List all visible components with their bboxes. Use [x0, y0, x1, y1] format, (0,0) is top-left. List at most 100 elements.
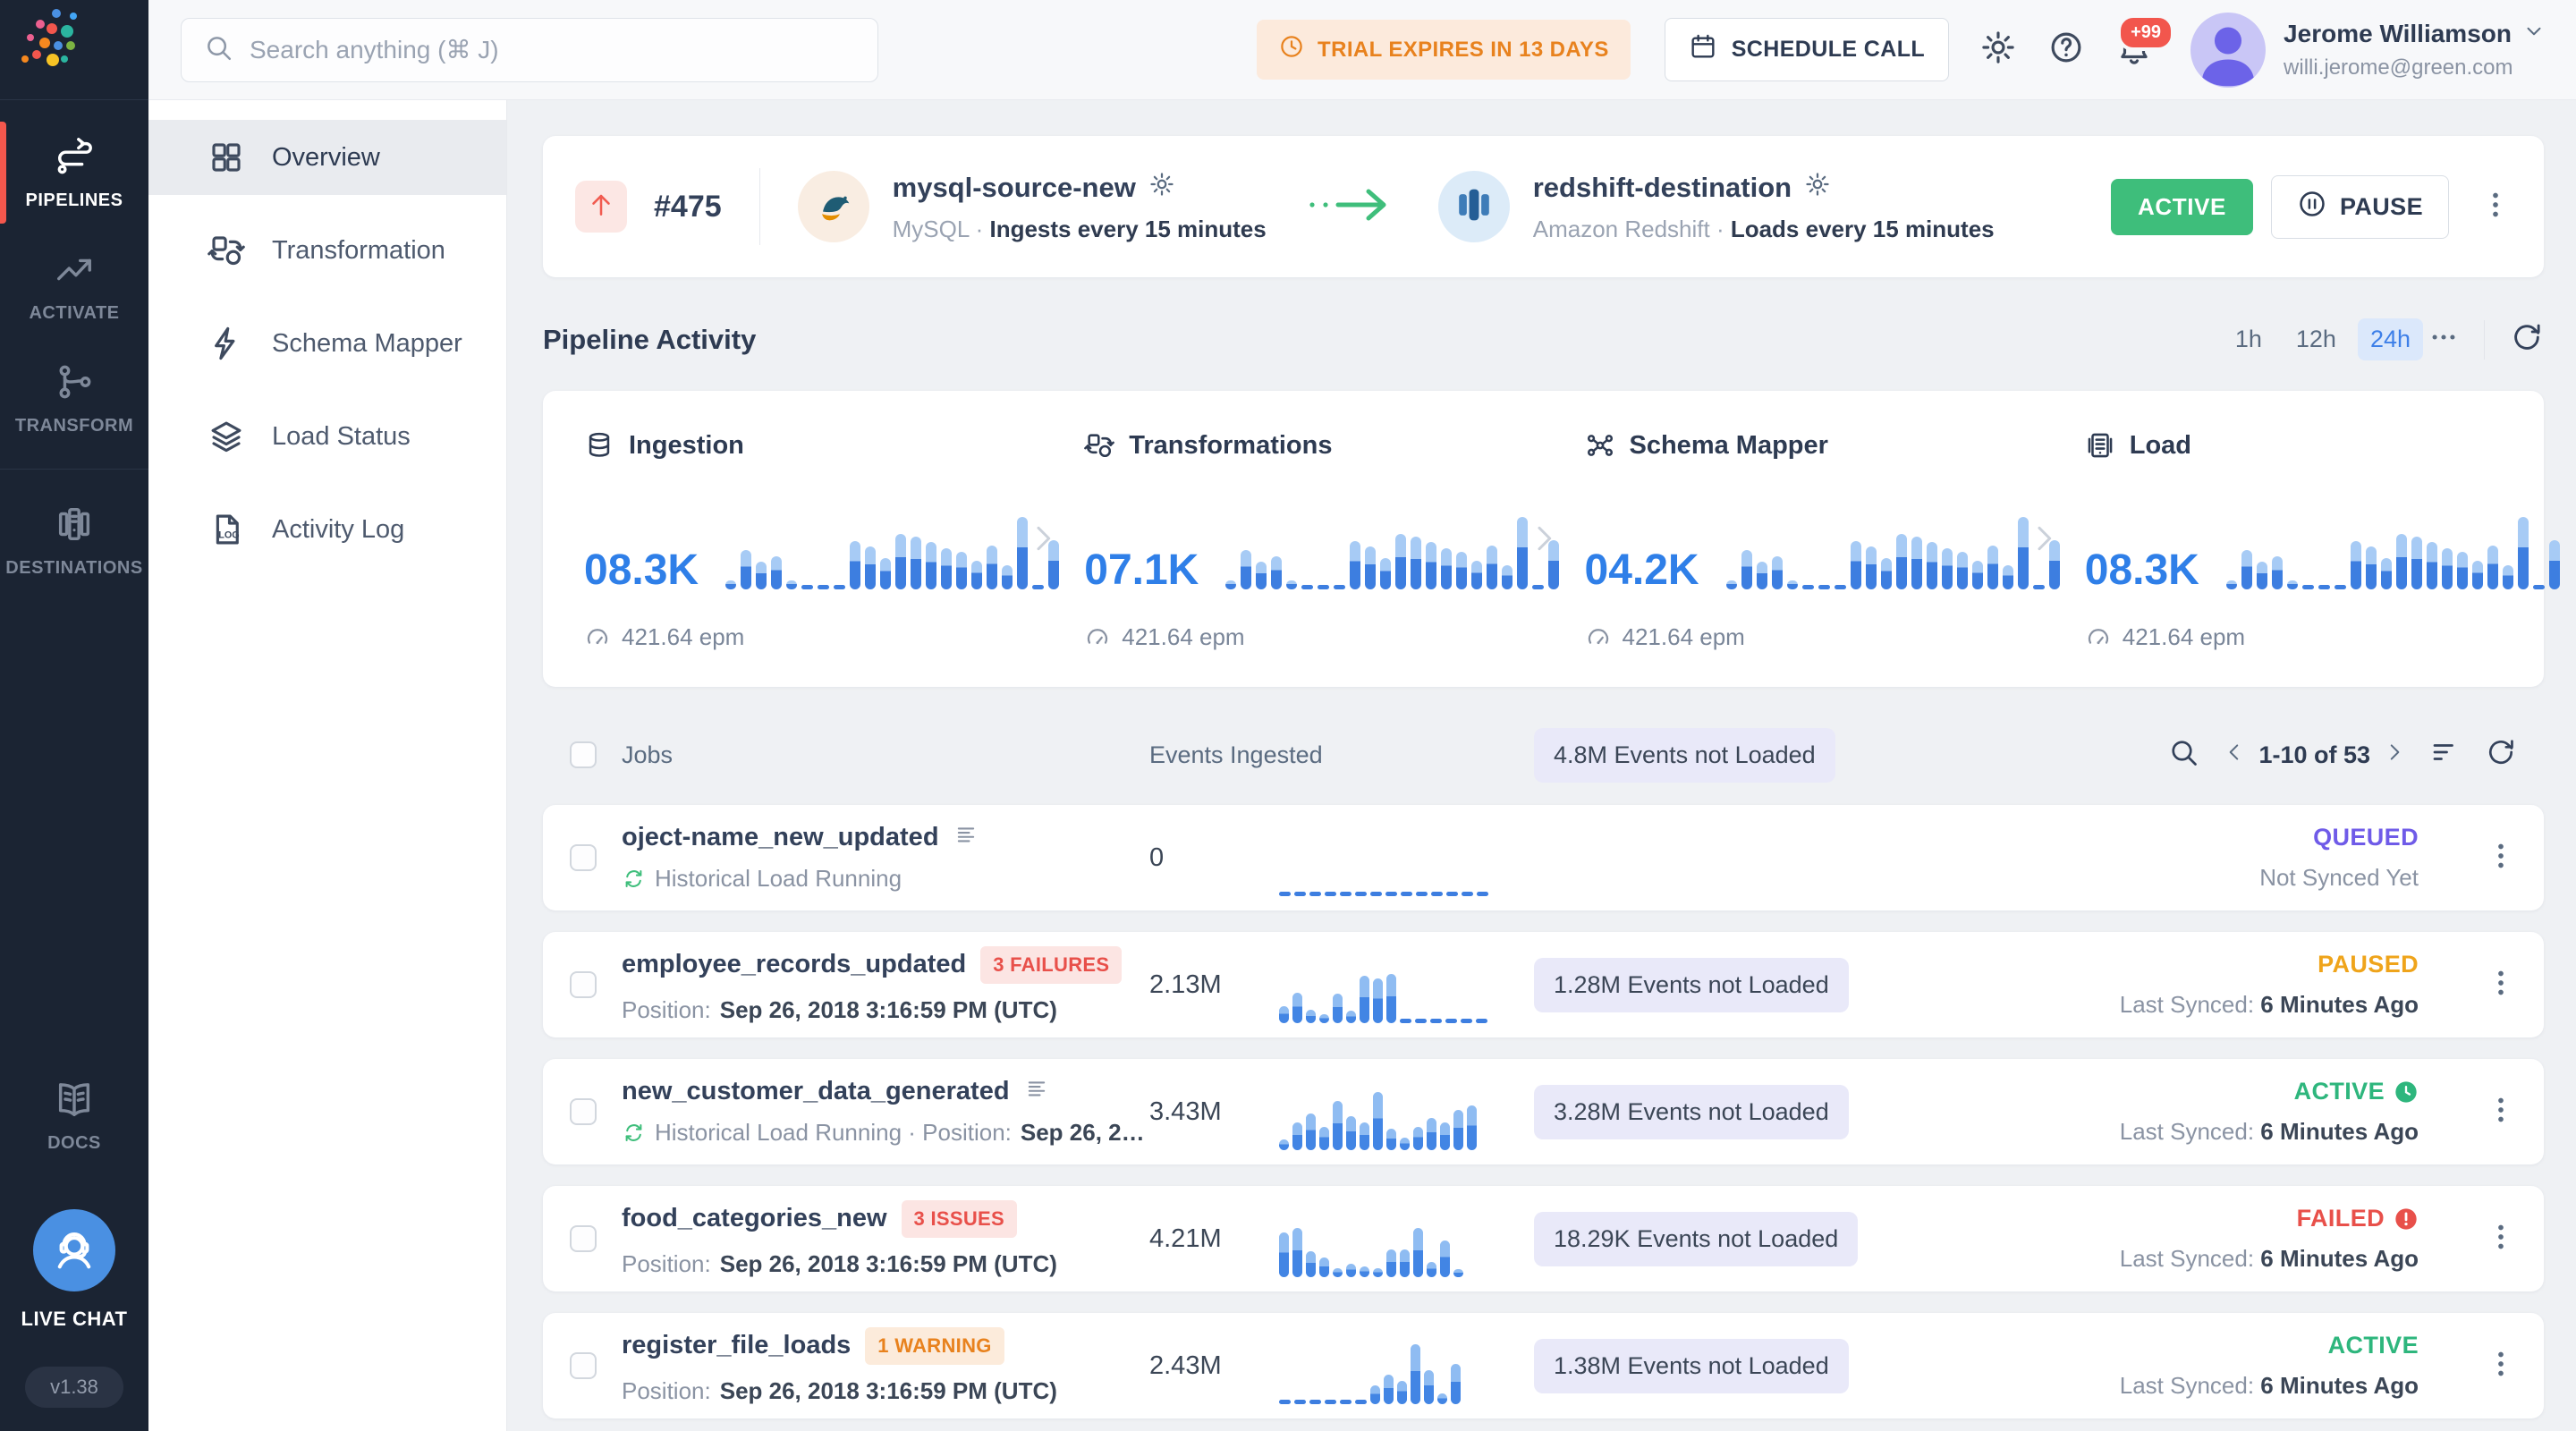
schema-mapper-icon: [208, 325, 245, 362]
chart-bar: [1440, 1122, 1450, 1150]
pipeline-more-menu[interactable]: [2479, 189, 2512, 225]
tab-schema-mapper[interactable]: Schema Mapper: [148, 306, 506, 381]
row-checkbox[interactable]: [570, 1225, 597, 1252]
chart-bar: [1440, 1240, 1450, 1277]
sidebar-item-docs[interactable]: DOCS: [0, 1059, 148, 1172]
jobs-refresh-button[interactable]: [2485, 736, 2517, 775]
row-more-menu[interactable]: [2485, 1348, 2517, 1384]
time-range-1h[interactable]: 1h: [2223, 318, 2275, 360]
chart-gap-dash: [1032, 585, 1044, 589]
job-name-cell: employee_records_updated3 FAILURESPositi…: [622, 946, 1149, 1024]
more-ranges-button[interactable]: [2428, 322, 2459, 357]
chart-gap-dash: [1462, 892, 1473, 896]
database-icon: [584, 430, 614, 461]
chevron-down-icon: [2522, 20, 2546, 49]
tab-transformation[interactable]: Transformation: [148, 213, 506, 288]
tab-activity-log[interactable]: LOGActivity Log: [148, 492, 506, 567]
chart-bar: [1471, 561, 1482, 589]
tab-load-status[interactable]: Load Status: [148, 399, 506, 474]
divider: [759, 168, 760, 245]
sidebar-item-activate[interactable]: ACTIVATE: [0, 229, 148, 342]
chart-bar: [771, 556, 782, 589]
chart-bar: [2287, 580, 2298, 589]
last-synced: Not Synced Yet: [1910, 864, 2419, 892]
time-range-12h[interactable]: 12h: [2284, 318, 2349, 360]
status-badge: ACTIVE: [1910, 1332, 2419, 1359]
row-more-menu[interactable]: [2485, 967, 2517, 1003]
source-settings-icon[interactable]: [1148, 171, 1175, 205]
jobs-search-button[interactable]: [2167, 736, 2199, 775]
select-all-checkbox[interactable]: [570, 741, 597, 768]
chart-bar: [1365, 546, 1376, 589]
job-name: oject-name_new_updated: [622, 823, 939, 852]
sync-icon: [622, 867, 646, 891]
sidebar-item-label: TRANSFORM: [0, 416, 148, 436]
chart-bar: [1757, 562, 1767, 589]
search-input[interactable]: [250, 36, 856, 64]
chart-gap-dash: [1294, 1400, 1306, 1404]
row-checkbox[interactable]: [570, 1098, 597, 1125]
row-checkbox[interactable]: [570, 971, 597, 998]
job-name: new_customer_data_generated: [622, 1077, 1010, 1106]
chart-bar: [1360, 1266, 1369, 1277]
row-more-menu[interactable]: [2485, 1094, 2517, 1130]
live-chat-button[interactable]: [33, 1209, 115, 1291]
sidebar-item-destinations[interactable]: DESTINATIONS: [0, 484, 148, 597]
chart-bar: [1411, 537, 1421, 589]
user-email: willi.jerome@green.com: [2284, 55, 2546, 80]
activity-refresh-button[interactable]: [2510, 320, 2544, 359]
stat-schema-mapper: Schema Mapper04.2K421.64 epm: [1585, 430, 2003, 651]
chart-bar: [1400, 1138, 1410, 1150]
avatar[interactable]: [2190, 13, 2266, 88]
job-subline-value: Sep 26, 2…: [1021, 1119, 1145, 1147]
destination-settings-icon[interactable]: [1804, 171, 1831, 205]
chart-bar: [1333, 994, 1343, 1023]
tab-overview[interactable]: Overview: [148, 120, 506, 195]
sidebar-item-transform[interactable]: TRANSFORM: [0, 342, 148, 454]
job-fields-icon[interactable]: [1024, 1077, 1049, 1106]
schedule-call-button[interactable]: SCHEDULE CALL: [1665, 18, 1949, 81]
chart-bar: [1360, 1122, 1369, 1150]
chart-gap-dash: [1294, 892, 1306, 896]
user-menu[interactable]: Jerome Williamson willi.jerome@green.com: [2284, 20, 2546, 80]
chart-gap-dash: [1802, 585, 1814, 589]
sidebar-item-pipelines[interactable]: PIPELINES: [0, 116, 148, 229]
chart-gap-dash: [1301, 585, 1313, 589]
jobs-table-controls: 1-10 of 53: [1910, 736, 2517, 775]
row-checkbox[interactable]: [570, 844, 597, 871]
chart-bar: [1360, 976, 1369, 1023]
help-button[interactable]: [2047, 29, 2085, 71]
notifications-button[interactable]: +99: [2115, 29, 2153, 71]
global-search[interactable]: [181, 18, 878, 82]
chart-gap-dash: [1446, 892, 1458, 896]
job-subline-muted: Historical Load Running · Position:: [655, 1119, 1012, 1147]
app-root: PIPELINESACTIVATE TRANSFORM DESTINATIONS D…: [0, 0, 2576, 1431]
chart-bar: [1426, 542, 1436, 589]
pause-button[interactable]: PAUSE: [2271, 175, 2449, 239]
row-more-menu[interactable]: [2485, 1221, 2517, 1257]
filter-button[interactable]: [2429, 736, 2462, 775]
chart-gap-dash: [1431, 892, 1443, 896]
job-sparkline: [1279, 1200, 1534, 1277]
page-prev-button[interactable]: [2223, 741, 2246, 770]
chart-bar: [2549, 540, 2560, 589]
gear-icon: [1979, 55, 2017, 70]
table-row: oject-name_new_updatedHistorical Load Ru…: [543, 805, 2544, 910]
status-badge: ACTIVE: [1910, 1078, 2419, 1105]
settings-button[interactable]: [1979, 29, 2017, 71]
docs-icon: [54, 1108, 95, 1123]
last-synced-value: Not Synced Yet: [2259, 864, 2419, 891]
job-fields-icon[interactable]: [953, 823, 979, 852]
sidebar-item-live-chat[interactable]: LIVE CHAT: [0, 1190, 148, 1349]
status-label: FAILED: [2297, 1205, 2385, 1232]
content: #475 mysql-source-new MySQL · Ingests ev…: [507, 100, 2576, 1431]
events-ingested-column-header: Events Ingested: [1149, 741, 1534, 769]
chart-gap-dash: [1430, 1019, 1442, 1023]
kebab-icon: [2479, 209, 2512, 224]
activity-header: Pipeline Activity 1h12h24h: [543, 318, 2544, 360]
chart-bar: [1333, 1101, 1343, 1150]
row-more-menu[interactable]: [2485, 840, 2517, 876]
page-next-button[interactable]: [2383, 741, 2406, 770]
row-checkbox[interactable]: [570, 1352, 597, 1379]
time-range-24h[interactable]: 24h: [2358, 318, 2423, 360]
